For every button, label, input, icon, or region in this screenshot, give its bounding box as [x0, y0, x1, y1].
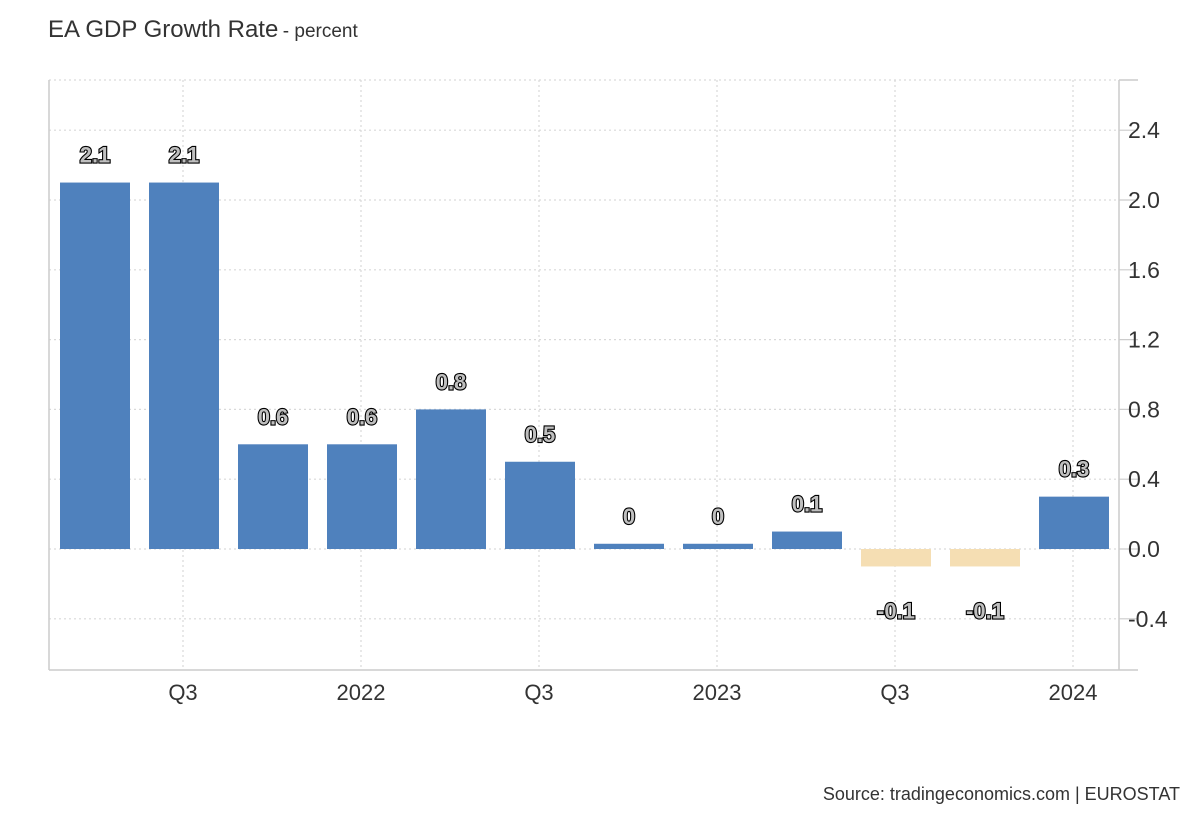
data-label: -0.1: [877, 598, 915, 623]
bar-negative: [861, 549, 931, 567]
y-tick-label: 0.0: [1128, 536, 1160, 562]
bar: [60, 182, 130, 550]
x-tick-label: 2023: [693, 680, 742, 705]
y-tick-label: 0.8: [1128, 396, 1160, 422]
data-label: 0.3: [1059, 457, 1090, 482]
data-label: 0: [623, 504, 635, 529]
data-label: 0.5: [525, 422, 556, 447]
bar-chart: -0.4 0.0 0.4 0.8 1.2 1.6 2.0 2.4 Q3 2022 Q3 2023 Q3 2…: [48, 79, 1168, 705]
chart-title-block: EA GDP Growth Rate - percent: [48, 16, 358, 44]
x-tick-label: 2024: [1049, 680, 1098, 705]
bar: [238, 444, 308, 549]
bar: [594, 543, 664, 549]
y-tick-label: -0.4: [1128, 606, 1168, 632]
bar: [1039, 496, 1109, 549]
data-label: 0.1: [792, 492, 823, 517]
data-label: 0.8: [436, 369, 467, 394]
chart-subtitle: - percent: [282, 21, 358, 42]
data-label: 0.6: [347, 404, 378, 429]
bar: [416, 409, 486, 549]
data-label: 0: [712, 504, 724, 529]
x-tick-label: 2022: [337, 680, 386, 705]
bar: [683, 543, 753, 549]
y-tick-label: 2.0: [1128, 187, 1160, 213]
y-tick-label: 0.4: [1128, 466, 1160, 492]
bar: [772, 531, 842, 549]
source-note: Source: tradingeconomics.com | EUROSTAT: [822, 784, 1180, 804]
x-tick-label: Q3: [880, 680, 909, 705]
data-label: 0.6: [258, 404, 289, 429]
chart-title: EA GDP Growth Rate: [48, 16, 279, 43]
y-tick-label: 2.4: [1128, 117, 1160, 143]
x-tick-label: Q3: [524, 680, 553, 705]
y-tick-label: 1.2: [1128, 327, 1160, 353]
bar: [505, 461, 575, 549]
bar: [149, 182, 219, 550]
data-label: 2.1: [169, 143, 200, 168]
x-tick-label: Q3: [168, 680, 197, 705]
data-label: -0.1: [966, 598, 1004, 623]
bar-negative: [950, 549, 1020, 567]
data-label: 2.1: [80, 143, 111, 168]
bar: [327, 444, 397, 549]
y-tick-label: 1.6: [1128, 257, 1160, 283]
